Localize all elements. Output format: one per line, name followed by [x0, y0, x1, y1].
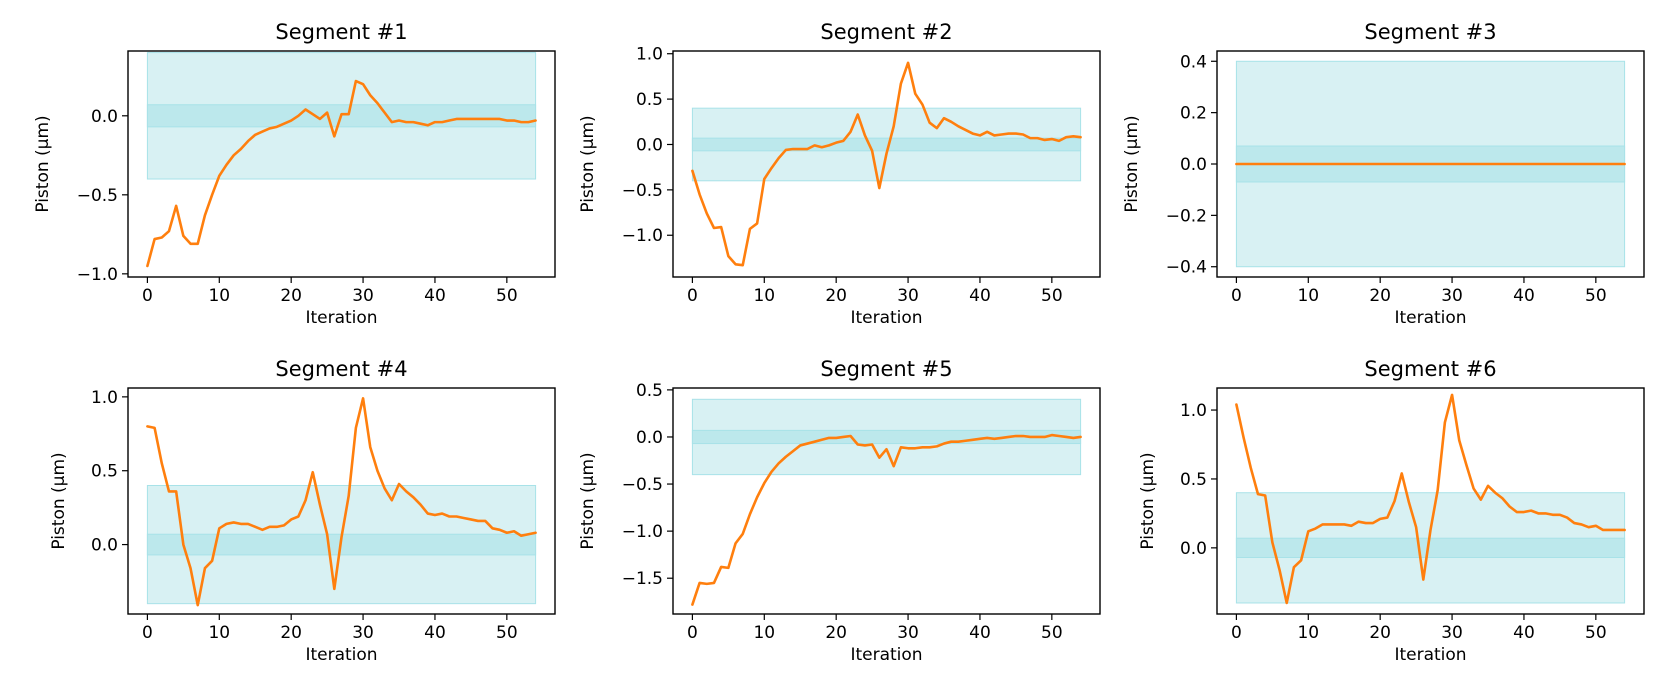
x-tick-label: 40	[1513, 286, 1535, 306]
subplot-title: Segment #2	[820, 20, 952, 44]
y-axis-label: Piston (μm)	[49, 452, 69, 549]
axes-frame	[672, 387, 1101, 615]
x-tick-label: 20	[1369, 623, 1391, 643]
y-tick-label: 1.0	[1180, 401, 1207, 421]
series-line-1	[691, 61, 1082, 267]
y-tick-label: 0.5	[636, 381, 663, 401]
y-tick-label: 0.5	[91, 462, 118, 482]
x-tick-label: 20	[280, 623, 302, 643]
y-tick-label: −1.0	[622, 522, 663, 542]
y-tick-label: 0.0	[91, 536, 118, 556]
x-axis-label: Iteration	[305, 645, 377, 665]
y-tick-label: −0.2	[1166, 206, 1207, 226]
subplot-segment-1: 0 10 20 30 40 50 −1.0 −0.5 0.0 Segment #1 Iteratio…	[33, 20, 556, 328]
y-tick-label: 1.0	[636, 45, 663, 65]
y-tick-label: −0.5	[622, 181, 663, 201]
x-tick-label: 0	[142, 286, 153, 306]
y-tick-label: −0.5	[622, 475, 663, 495]
series-line-1	[1235, 393, 1626, 605]
y-axis-label: Piston (μm)	[1122, 115, 1142, 212]
x-tick-label: 20	[825, 623, 847, 643]
subplot-segment-5: 0 10 20 30 40 50 −1.5 −1.0 −0.5 0.0 0.5 Segment #5 I…	[578, 357, 1101, 665]
x-tick-label: 40	[969, 623, 991, 643]
subplot-segment-2: 0 10 20 30 40 50 −1.0 −0.5 0.0 0.5 1.0 Segment #2 It…	[578, 20, 1101, 328]
x-tick-label: 50	[1585, 286, 1607, 306]
x-tick-label: 40	[969, 286, 991, 306]
y-tick-label: −0.5	[77, 186, 118, 206]
x-tick-label: 40	[1513, 623, 1535, 643]
y-tick-label: 0.0	[636, 135, 663, 155]
y-axis-label: Piston (μm)	[33, 115, 53, 212]
x-tick-label: 10	[208, 286, 230, 306]
x-tick-label: 30	[897, 623, 919, 643]
x-tick-label: 20	[1369, 286, 1391, 306]
x-tick-label: 50	[1041, 623, 1063, 643]
y-tick-label: −0.4	[1166, 258, 1207, 278]
series-line-1	[691, 433, 1082, 606]
y-tick-label: −1.0	[622, 226, 663, 246]
x-tick-label: 20	[825, 286, 847, 306]
subplot-title: Segment #6	[1364, 357, 1496, 381]
x-axis-label: Iteration	[850, 645, 922, 665]
x-tick-label: 30	[352, 286, 374, 306]
x-axis-label: Iteration	[850, 308, 922, 328]
subplot-segment-6: 0 10 20 30 40 50 0.0 0.5 1.0 Segment #6 Iteration P…	[1138, 357, 1645, 665]
y-tick-label: 0.2	[1180, 104, 1207, 124]
x-tick-label: 10	[1297, 286, 1319, 306]
subplot-title: Segment #5	[820, 357, 952, 381]
axes-frame	[672, 50, 1101, 278]
subplot-title: Segment #3	[1364, 20, 1496, 44]
y-tick-label: −1.0	[77, 265, 118, 285]
x-tick-label: 0	[142, 623, 153, 643]
subplot-segment-3: 0 10 20 30 40 50 −0.4 −0.2 0.0 0.2 0.4 Segment #3 It…	[1122, 20, 1645, 328]
x-tick-label: 0	[1231, 286, 1242, 306]
subplot-segment-4: 0 10 20 30 40 50 0.0 0.5 1.0 Segment #4 Iteration P…	[49, 357, 556, 665]
y-tick-label: 0.0	[636, 428, 663, 448]
subplot-title: Segment #1	[275, 20, 407, 44]
x-axis-label: Iteration	[305, 308, 377, 328]
subplot-title: Segment #4	[275, 357, 407, 381]
x-tick-label: 0	[687, 286, 698, 306]
y-tick-label: 0.0	[1180, 539, 1207, 559]
y-tick-label: 0.0	[91, 107, 118, 127]
axes-frame	[1216, 387, 1645, 615]
series-line-1	[146, 79, 537, 268]
x-tick-label: 30	[352, 623, 374, 643]
x-tick-label: 40	[424, 623, 446, 643]
x-tick-label: 10	[1297, 623, 1319, 643]
x-tick-label: 50	[1041, 286, 1063, 306]
y-tick-label: 0.5	[636, 90, 663, 110]
x-tick-label: 40	[424, 286, 446, 306]
series-line-1	[146, 397, 537, 607]
y-axis-label: Piston (μm)	[578, 452, 598, 549]
x-tick-label: 0	[687, 623, 698, 643]
x-tick-label: 50	[496, 286, 518, 306]
x-tick-label: 10	[753, 623, 775, 643]
x-tick-label: 30	[897, 286, 919, 306]
x-tick-label: 50	[496, 623, 518, 643]
y-tick-label: −1.5	[622, 569, 663, 589]
x-tick-label: 50	[1585, 623, 1607, 643]
x-tick-label: 20	[280, 286, 302, 306]
tolerance-band-inner	[1235, 537, 1626, 559]
y-axis-label: Piston (μm)	[578, 115, 598, 212]
x-axis-label: Iteration	[1394, 645, 1466, 665]
y-axis-label: Piston (μm)	[1138, 452, 1158, 549]
x-axis-label: Iteration	[1394, 308, 1466, 328]
x-tick-label: 0	[1231, 623, 1242, 643]
y-tick-label: 0.4	[1180, 52, 1207, 72]
y-tick-label: 1.0	[91, 388, 118, 408]
y-tick-label: 0.5	[1180, 470, 1207, 490]
x-tick-label: 30	[1441, 286, 1463, 306]
axes-frame	[127, 387, 556, 615]
y-tick-label: 0.0	[1180, 155, 1207, 175]
x-tick-label: 10	[208, 623, 230, 643]
axes-frame	[127, 50, 556, 278]
x-tick-label: 10	[753, 286, 775, 306]
x-tick-label: 30	[1441, 623, 1463, 643]
